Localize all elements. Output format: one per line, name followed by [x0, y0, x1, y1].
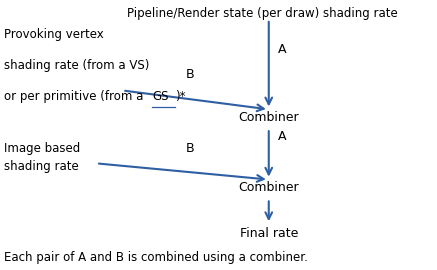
Text: B: B	[186, 68, 194, 81]
Text: GS: GS	[152, 90, 169, 103]
Text: B: B	[186, 142, 194, 155]
Text: or per primitive (from a: or per primitive (from a	[4, 90, 148, 103]
Text: Each pair of A and B is combined using a combiner.: Each pair of A and B is combined using a…	[4, 251, 308, 264]
Text: Provoking vertex: Provoking vertex	[4, 28, 104, 41]
Text: Pipeline/Render state (per draw) shading rate: Pipeline/Render state (per draw) shading…	[127, 7, 398, 20]
Text: shading rate (from a VS): shading rate (from a VS)	[4, 59, 150, 72]
Text: )*: )*	[175, 90, 185, 103]
Text: Combiner: Combiner	[239, 181, 299, 194]
Text: Combiner: Combiner	[239, 111, 299, 124]
Text: A: A	[278, 130, 287, 143]
Text: Image based
shading rate: Image based shading rate	[4, 142, 80, 173]
Text: Final rate: Final rate	[239, 227, 298, 240]
Text: A: A	[278, 43, 287, 56]
